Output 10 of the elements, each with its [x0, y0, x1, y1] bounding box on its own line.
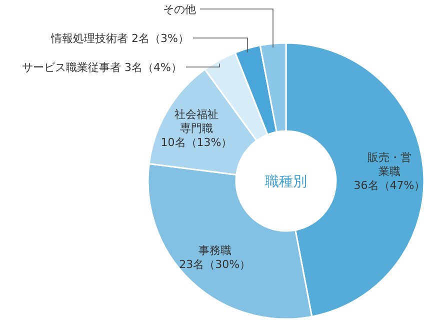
text: 職種別 [265, 174, 307, 190]
data-label: 36名（47%） [354, 179, 426, 192]
data-label: 10名（13%） [160, 136, 232, 150]
slice-label: 事務職 [198, 244, 232, 257]
slice-label: 販売・営業職 [368, 151, 412, 178]
slice-label: 社会福祉専門職 [174, 108, 218, 136]
slice-label: その他 [163, 3, 196, 16]
slice-label: 情報処理技術者 2名（3%） [50, 32, 189, 45]
slice-label: サービス職業従事者 3名（4%） [22, 61, 182, 74]
data-label: 23名（30%） [179, 258, 251, 271]
